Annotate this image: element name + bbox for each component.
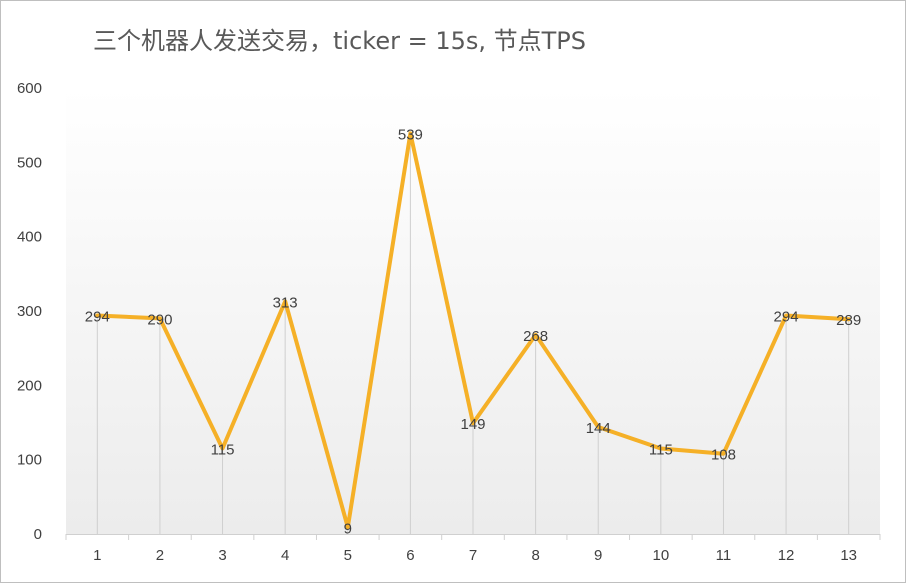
data-label: 149 [460, 416, 485, 433]
x-tick-label: 7 [469, 547, 477, 564]
x-tick-label: 2 [156, 547, 164, 564]
y-tick-label: 200 [17, 377, 42, 394]
x-tick-label: 13 [840, 547, 857, 564]
x-tick-label: 12 [778, 547, 795, 564]
y-tick-label: 400 [17, 229, 42, 246]
data-label: 144 [586, 420, 611, 437]
data-label: 268 [523, 328, 548, 345]
x-tick-label: 4 [281, 547, 289, 564]
x-tick-label: 1 [93, 547, 101, 564]
y-tick-label: 600 [17, 80, 42, 97]
y-tick-label: 300 [17, 303, 42, 320]
data-label: 115 [211, 442, 235, 459]
x-tick-label: 3 [218, 547, 226, 564]
x-tick-label: 5 [344, 547, 352, 564]
data-label: 539 [398, 126, 423, 143]
data-label: 9 [344, 520, 352, 537]
y-tick-label: 0 [34, 526, 42, 543]
data-label: 115 [649, 442, 673, 459]
data-label: 108 [711, 447, 736, 464]
data-label: 294 [85, 308, 110, 325]
series-line [95, 131, 851, 530]
x-tick-label: 11 [716, 547, 732, 564]
data-label: 313 [273, 294, 298, 311]
data-label: 294 [774, 308, 799, 325]
x-tick-label: 8 [531, 547, 539, 564]
x-tick-label: 9 [594, 547, 602, 564]
y-tick-label: 100 [17, 452, 42, 469]
x-tick-label: 10 [653, 547, 670, 564]
y-tick-label: 500 [17, 154, 42, 171]
x-tick-label: 6 [406, 547, 414, 564]
chart-title: 三个机器人发送交易，ticker = 15s, 节点TPS [93, 27, 586, 55]
data-label: 289 [836, 312, 861, 329]
data-label: 290 [147, 311, 172, 328]
